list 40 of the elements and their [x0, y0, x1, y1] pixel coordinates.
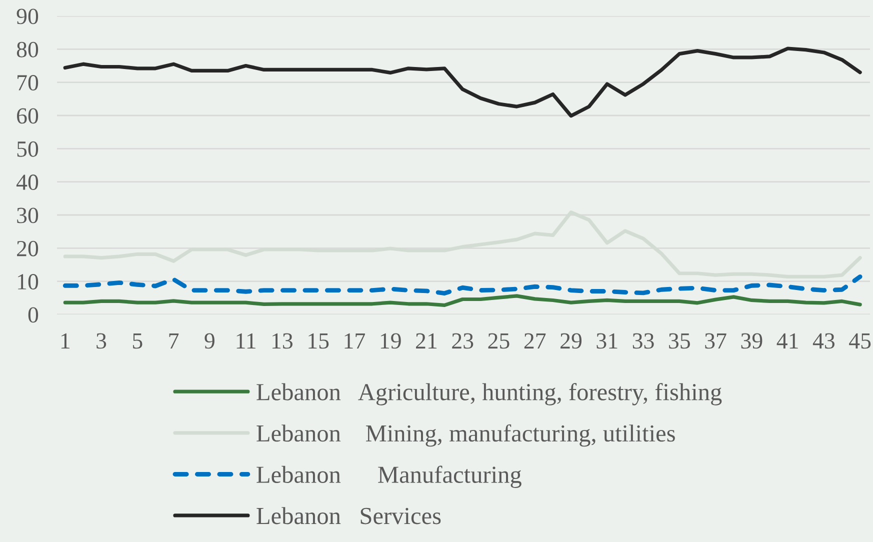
- x-tick-label: 5: [133, 333, 142, 349]
- x-tick-label: 29: [560, 333, 582, 349]
- x-tick-label: 19: [380, 333, 401, 349]
- x-tick-label: 27: [524, 333, 546, 348]
- x-tick-label: 15: [308, 333, 329, 349]
- legend-label: Lebanon Services: [256, 507, 441, 524]
- x-tick-label: 31: [596, 333, 618, 349]
- line-series: [63, 294, 862, 308]
- x-tick-label: 41: [776, 333, 798, 348]
- legend-label: Lebanon Manufacturing: [256, 466, 522, 488]
- y-tick-label: 60: [17, 108, 38, 124]
- y-tick-label: 30: [17, 208, 38, 224]
- x-tick-label: 11: [236, 333, 256, 348]
- y-tick-label: 90: [16, 8, 38, 24]
- legend-label: Lebanon Agriculture, hunting, forestry, fishing: [256, 383, 722, 406]
- y-tick-label: 40: [16, 174, 38, 190]
- y-tick-label: 0: [28, 307, 38, 323]
- x-tick-label: 37: [705, 333, 726, 349]
- x-tick-label: 9: [204, 333, 214, 349]
- x-tick-label: 25: [488, 333, 510, 349]
- x-tick-label: 33: [632, 333, 654, 349]
- x-tick-label: 43: [812, 333, 834, 349]
- y-tick-label: 50: [17, 141, 38, 157]
- x-tick-label: 3: [96, 333, 106, 349]
- line-series: [63, 46, 862, 118]
- x-tick-label: 21: [416, 333, 437, 348]
- y-tick-label: 70: [18, 75, 38, 91]
- x-tick-label: 13: [272, 333, 292, 349]
- x-tick-label: 7: [169, 333, 179, 348]
- y-tick-label: 10: [18, 274, 38, 290]
- x-tick-label: 39: [741, 333, 762, 349]
- x-tick-label: 35: [669, 333, 690, 349]
- x-tick-label: 17: [344, 333, 365, 348]
- legend-label: Lebanon Mining, manufacturing, utilities: [256, 424, 675, 447]
- y-tick-label: 80: [16, 42, 38, 58]
- x-tick-label: 1: [61, 333, 70, 348]
- line-series: [62, 274, 862, 296]
- y-tick-label: 20: [17, 240, 38, 256]
- x-tick-label: 45: [849, 333, 871, 349]
- x-tick-label: 23: [452, 333, 474, 349]
